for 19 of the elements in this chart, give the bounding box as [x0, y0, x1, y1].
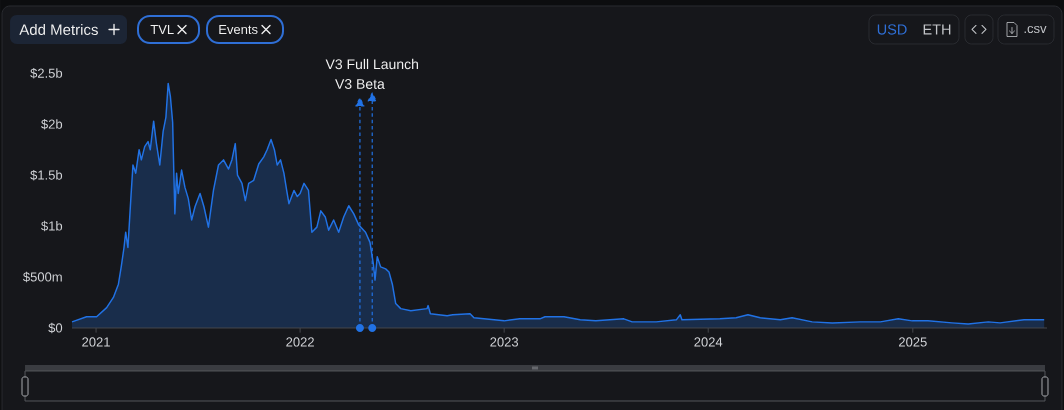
x-tick-label: 2021 — [82, 337, 110, 347]
text: .csv — [1024, 25, 1047, 34]
x-tick-label: 2025 — [899, 337, 927, 347]
y-tick-label: $1.5b — [30, 169, 63, 181]
y-tick-label: $2b — [41, 118, 63, 130]
text: USD — [877, 24, 907, 35]
text: TVL — [150, 25, 174, 34]
text: Add Metrics — [19, 23, 98, 35]
text: Events — [219, 24, 258, 35]
y-tick-label: $500m — [23, 271, 62, 283]
y-tick-label: $1b — [41, 220, 63, 232]
text: ETH — [923, 24, 951, 35]
x-tick-label: 2022 — [286, 337, 314, 347]
x-tick-label: 2024 — [694, 337, 723, 347]
ref-line-label: V3 Beta — [335, 79, 385, 89]
y-tick-label: $0 — [48, 322, 63, 334]
ref-line-label: V3 Full Launch — [325, 58, 418, 70]
x-tick-label: 2023 — [490, 337, 519, 347]
y-tick-label: $2.5b — [30, 68, 63, 79]
